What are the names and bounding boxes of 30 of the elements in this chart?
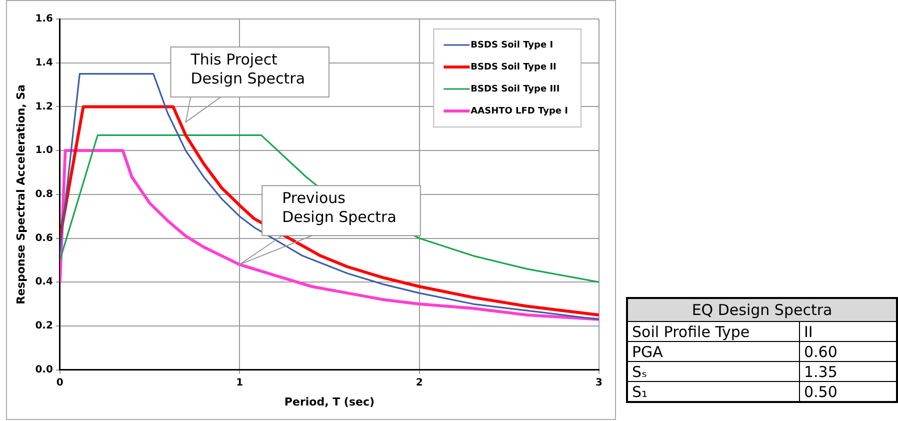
x-tick-label: 2 [416, 377, 423, 388]
text: Soil Profile Type [627, 322, 800, 342]
legend-label: BSDS Soil Type I [470, 40, 554, 50]
legend-label: BSDS Soil Type II [470, 62, 556, 72]
y-tick-label: 1.6 [35, 14, 53, 25]
y-tick-label: 0.0 [35, 364, 53, 376]
x-axis-title: Period, T (sec) [284, 395, 374, 408]
y-tick-label: 0.8 [35, 188, 53, 200]
text: 0.60 [800, 342, 897, 362]
y-tick-label: 0.4 [35, 276, 53, 288]
text: 1.35 [800, 362, 897, 382]
text: EQ Design Spectra [627, 298, 897, 322]
legend-label: AASHTO LFD Type I [470, 106, 568, 116]
legend-label: BSDS Soil Type III [470, 84, 560, 94]
x-tick-label: 0 [56, 377, 64, 388]
text: PGA [627, 342, 800, 362]
text: II [800, 322, 897, 342]
x-tick-label: 3 [596, 377, 603, 388]
y-tick-label: 1.0 [35, 145, 53, 156]
text: Sₛ [627, 362, 800, 382]
x-tick-label: 1 [236, 377, 244, 388]
annotation: This Project Design Spectra [190, 50, 306, 88]
text: S₁ [627, 382, 800, 402]
y-tick-label: 0.2 [35, 320, 53, 332]
y-axis-title: Response Spectral Acceleration, Sa [14, 84, 28, 304]
y-tick-label: 1.4 [35, 57, 53, 68]
y-tick-label: 1.2 [35, 101, 53, 112]
y-tick-label: 0.6 [35, 232, 53, 244]
annotation: Previous Design Spectra [282, 189, 396, 226]
text: 0.50 [800, 382, 897, 402]
